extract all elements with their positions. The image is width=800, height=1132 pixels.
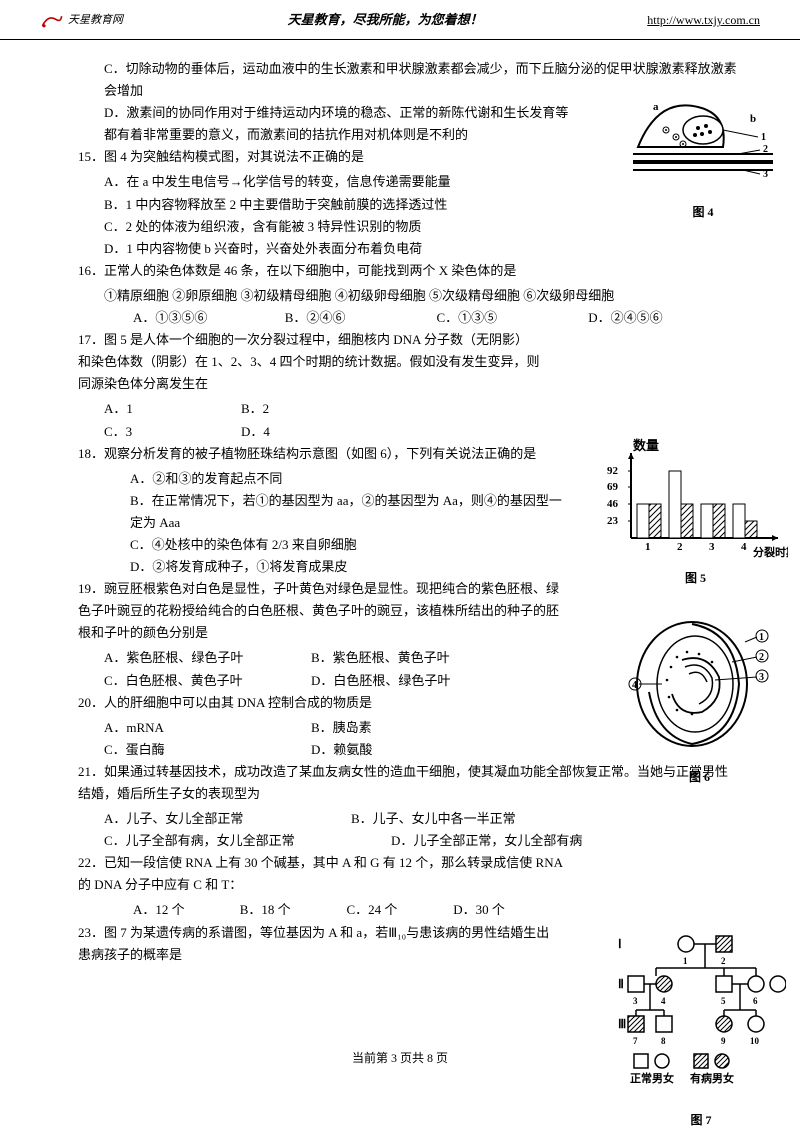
q21-d: D．儿子全部正常，女儿全部有病 xyxy=(391,830,678,852)
header-url[interactable]: http://www.txjy.com.cn xyxy=(647,10,760,30)
q19-b: B．紫色胚根、黄色子叶 xyxy=(311,647,518,669)
svg-text:2: 2 xyxy=(721,956,726,966)
svg-text:1: 1 xyxy=(683,956,688,966)
q20-a: A．mRNA xyxy=(104,717,311,739)
svg-text:分裂时期: 分裂时期 xyxy=(753,545,788,558)
logo: 天星教育网 xyxy=(40,11,123,31)
fig6-label: 图 6 xyxy=(627,767,772,787)
svg-text:4: 4 xyxy=(661,996,666,1006)
svg-text:b: b xyxy=(750,113,756,125)
svg-text:1: 1 xyxy=(645,541,651,553)
q22-c: C．24 个 xyxy=(347,899,454,921)
q22-d: D．30 个 xyxy=(453,899,560,921)
q16-a: A．①③⑤⑥ xyxy=(133,307,285,329)
q20-c: C．蛋白酶 xyxy=(104,739,311,761)
q17-b: B．2 xyxy=(241,398,378,420)
q19-c: C．白色胚根、黄色子叶 xyxy=(104,670,311,692)
svg-text:23: 23 xyxy=(607,515,619,527)
q19-row2: C．白色胚根、黄色子叶 D．白色胚根、绿色子叶 xyxy=(78,670,518,692)
figure-4: a b 1 2 3 图 4 xyxy=(628,92,778,223)
svg-text:9: 9 xyxy=(721,1036,726,1046)
q21-c: C．儿子全部有病，女儿全部正常 xyxy=(104,830,391,852)
q22-choices: A．12 个 B．18 个 C．24 个 D．30 个 xyxy=(78,899,740,921)
q16-c: C．①③⑤ xyxy=(437,307,589,329)
fig4-label: 图 4 xyxy=(628,202,778,222)
svg-text:Ⅰ: Ⅰ xyxy=(618,937,622,951)
svg-text:5: 5 xyxy=(721,996,726,1006)
figure-7: Ⅰ 1 2 Ⅱ 3 4 5 6 Ⅲ 7 xyxy=(616,930,786,1131)
q16-choices: A．①③⑤⑥ B．②④⑥ C．①③⑤ D．②④⑤⑥ xyxy=(78,307,740,329)
svg-text:8: 8 xyxy=(661,1036,666,1046)
svg-text:69: 69 xyxy=(607,481,619,493)
q20-d: D．赖氨酸 xyxy=(311,739,518,761)
q17-d: D．4 xyxy=(241,421,378,443)
svg-text:1: 1 xyxy=(761,132,766,143)
fig5-label: 图 5 xyxy=(603,568,788,588)
svg-text:Ⅲ: Ⅲ xyxy=(618,1017,626,1031)
q19-row1: A．紫色胚根、绿色子叶 B．紫色胚根、黄色子叶 xyxy=(78,647,518,669)
fig7-label: 图 7 xyxy=(616,1110,786,1130)
svg-text:2: 2 xyxy=(759,652,764,663)
q19-d: D．白色胚根、绿色子叶 xyxy=(311,670,518,692)
svg-text:Ⅱ: Ⅱ xyxy=(618,977,624,991)
q22: 22．已知一段信使 RNA 上有 30 个碱基，其中 A 和 G 有 12 个，… xyxy=(78,852,740,896)
q20-row1: A．mRNA B．胰岛素 xyxy=(78,717,518,739)
svg-text:92: 92 xyxy=(607,465,619,477)
q16-opts: ①精原细胞 ②卵原细胞 ③初级精母细胞 ④初级卵母细胞 ⑤次级精母细胞 ⑥次级卵… xyxy=(78,285,740,307)
q15-opt-d: D．1 中内容物使 b 兴奋时，兴奋处外表面分布着负电荷 xyxy=(78,238,740,260)
q17: 17．图 5 是人体一个细胞的一次分裂过程中，细胞核内 DNA 分子数（无阴影）… xyxy=(78,329,740,395)
q16-b: B．②④⑥ xyxy=(285,307,437,329)
q17-row1: A．1 B．2 xyxy=(78,398,378,420)
svg-text:6: 6 xyxy=(753,996,758,1006)
q17-a: A．1 xyxy=(104,398,241,420)
fig5-ylabel: 数量 xyxy=(633,438,659,453)
svg-text:正常男女: 正常男女 xyxy=(630,1071,674,1085)
svg-text:a: a xyxy=(653,101,659,113)
q17-row2: C．3 D．4 xyxy=(78,421,378,443)
q16: 16．正常人的染色体数是 46 条，在以下细胞中，可能找到两个 X 染色体的是 xyxy=(78,260,740,282)
svg-text:1: 1 xyxy=(759,632,764,643)
svg-text:3: 3 xyxy=(709,541,715,553)
q20-row2: C．蛋白酶 D．赖氨酸 xyxy=(78,739,518,761)
svg-text:46: 46 xyxy=(607,498,619,510)
q16-d: D．②④⑤⑥ xyxy=(588,307,740,329)
svg-text:3: 3 xyxy=(763,169,768,180)
svg-text:3: 3 xyxy=(633,996,638,1006)
svg-text:2: 2 xyxy=(763,144,768,155)
q19-a: A．紫色胚根、绿色子叶 xyxy=(104,647,311,669)
page-header: 天星教育网 天星教育，尽我所能，为您着想！ http://www.txjy.co… xyxy=(0,0,800,40)
q21-row1: A．儿子、女儿全部正常 B．儿子、女儿中各一半正常 xyxy=(78,808,598,830)
q21-row2: C．儿子全部有病，女儿全部正常 D．儿子全部正常，女儿全部有病 xyxy=(78,830,678,852)
header-slogan: 天星教育，尽我所能，为您着想！ xyxy=(288,9,483,31)
q17-c: C．3 xyxy=(104,421,241,443)
q22-a: A．12 个 xyxy=(133,899,240,921)
logo-text: 天星教育网 xyxy=(68,11,123,30)
svg-text:10: 10 xyxy=(750,1036,760,1046)
svg-text:4: 4 xyxy=(632,680,637,691)
svg-text:有病男女: 有病男女 xyxy=(690,1071,734,1085)
svg-text:4: 4 xyxy=(741,541,747,553)
q20-b: B．胰岛素 xyxy=(311,717,518,739)
figure-5: 数量 92 69 46 23 1 2 3 4 分裂时期 图 5 xyxy=(603,438,788,589)
svg-text:3: 3 xyxy=(759,672,764,683)
q21-b: B．儿子、女儿中各一半正常 xyxy=(351,808,598,830)
q21-a: A．儿子、女儿全部正常 xyxy=(104,808,351,830)
q22-b: B．18 个 xyxy=(240,899,347,921)
svg-text:2: 2 xyxy=(677,541,683,553)
figure-6: 1 2 3 4 图 6 xyxy=(627,612,772,788)
page-footer: 当前第 3 页共 8 页 xyxy=(0,1048,800,1068)
svg-text:7: 7 xyxy=(633,1036,638,1046)
